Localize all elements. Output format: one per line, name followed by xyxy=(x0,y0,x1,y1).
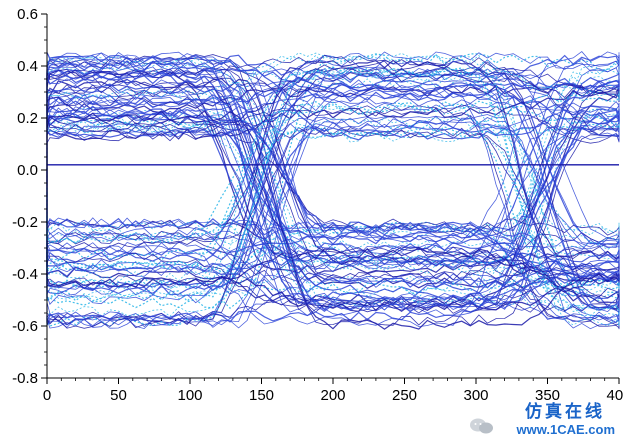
eye-trace xyxy=(46,66,620,300)
eye-trace xyxy=(46,59,620,261)
y-tick-label: 0.4 xyxy=(17,58,38,75)
watermark-cn-text: 仿真在线 xyxy=(525,402,605,422)
eye-trace xyxy=(46,81,620,321)
axis-ticks: 0 50 100 150 200 250 300 350 400 0.6 0.4 0.2 0.0 -0.2… xyxy=(12,6,623,404)
eye-trace xyxy=(46,141,620,317)
eye-trace xyxy=(46,124,620,328)
eye-trace xyxy=(46,62,620,169)
eye-trace xyxy=(46,81,620,297)
x-tick-label: 150 xyxy=(249,387,274,404)
eye-trace xyxy=(46,85,620,236)
eye-trace xyxy=(46,115,620,272)
eye-trace xyxy=(46,52,620,327)
y-tick-label: -0.4 xyxy=(12,266,38,283)
eye-trace xyxy=(46,89,620,272)
eye-trace xyxy=(46,74,620,302)
eye-trace xyxy=(46,217,620,306)
x-tick-label: 200 xyxy=(320,387,345,404)
eye-trace xyxy=(46,103,620,296)
y-tick-label: -0.6 xyxy=(12,318,38,335)
eye-trace xyxy=(46,103,620,290)
eye-trace xyxy=(46,102,620,291)
eye-trace xyxy=(46,123,620,306)
x-tick-label: 100 xyxy=(177,387,202,404)
x-tick-label: 350 xyxy=(535,387,560,404)
eye-trace xyxy=(46,93,620,273)
eye-trace xyxy=(46,54,620,133)
eye-trace xyxy=(46,114,620,330)
eye-trace xyxy=(46,77,620,292)
eye-trace xyxy=(46,237,620,289)
eye-trace xyxy=(46,221,620,305)
x-tick-label: 300 xyxy=(463,387,488,404)
eye-trace xyxy=(46,117,620,324)
x-tick-label: 0 xyxy=(43,387,51,404)
x-tick-label: 50 xyxy=(110,387,127,404)
eye-traces xyxy=(46,51,620,330)
watermark-url: www.1CAE.com xyxy=(516,422,615,437)
eye-trace xyxy=(46,96,620,276)
eye-trace xyxy=(46,71,620,250)
y-tick-label: -0.2 xyxy=(12,214,38,231)
eye-trace xyxy=(46,249,620,295)
y-tick-label: -0.8 xyxy=(12,370,38,387)
eye-trace xyxy=(46,58,620,243)
eye-trace xyxy=(46,223,620,311)
y-tick-label: 0.2 xyxy=(17,110,38,127)
eye-trace xyxy=(46,122,620,244)
eye-trace xyxy=(46,90,620,315)
eye-trace xyxy=(46,226,620,314)
y-tick-label: 0.6 xyxy=(17,6,38,23)
x-tick-label: 250 xyxy=(392,387,417,404)
y-tick-label: 0.0 xyxy=(17,162,38,179)
eye-trace xyxy=(46,66,620,289)
eye-trace xyxy=(46,260,620,323)
eye-trace xyxy=(46,67,620,298)
eye-trace xyxy=(46,110,620,282)
eye-trace xyxy=(46,72,620,137)
eye-trace xyxy=(46,110,620,330)
eye-trace xyxy=(46,82,620,321)
eye-trace xyxy=(46,131,620,243)
eye-trace xyxy=(46,83,620,313)
eye-trace xyxy=(46,58,620,263)
eye-trace xyxy=(46,92,620,244)
eye-trace xyxy=(46,203,620,313)
eye-trace xyxy=(46,239,620,317)
eye-trace xyxy=(46,60,620,141)
eye-trace xyxy=(46,84,620,283)
eye-trace xyxy=(46,85,620,315)
x-tick-label: 400 xyxy=(606,387,623,404)
eye-trace xyxy=(46,96,620,286)
wechat-icon xyxy=(470,418,493,434)
watermark: 仿真在线 www.1CAE.com xyxy=(469,397,619,437)
eye-trace xyxy=(46,60,620,306)
eye-trace xyxy=(46,75,620,286)
